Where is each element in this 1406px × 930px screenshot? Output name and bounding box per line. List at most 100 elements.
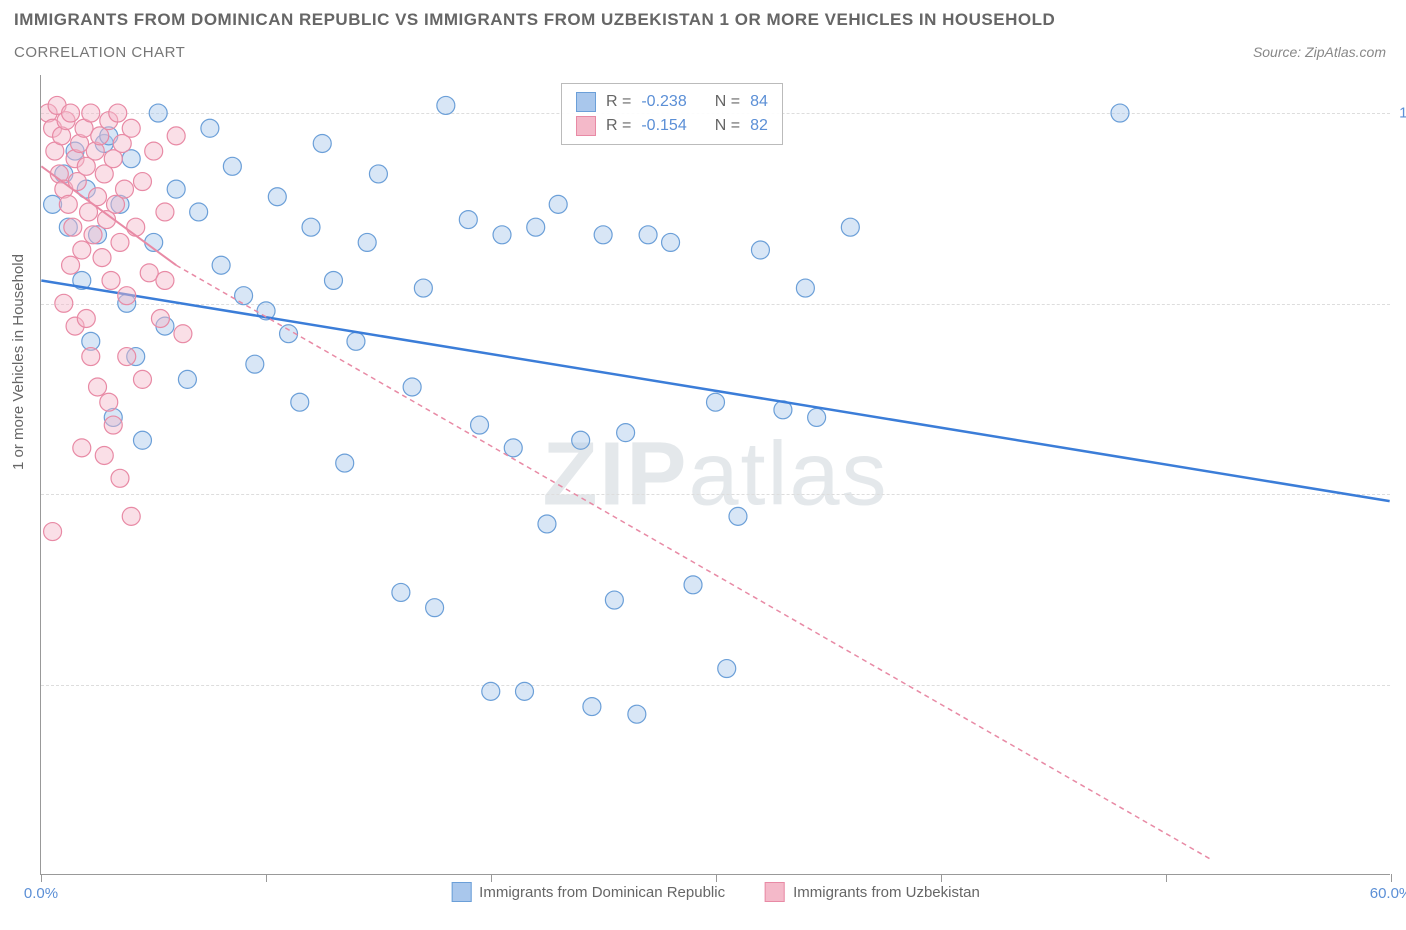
- data-point-uzbekistan: [55, 294, 73, 312]
- data-point-dominican: [549, 195, 567, 213]
- data-point-uzbekistan: [93, 249, 111, 267]
- data-point-uzbekistan: [156, 203, 174, 221]
- data-point-dominican: [684, 576, 702, 594]
- y-tick-label: 100.0%: [1399, 105, 1406, 122]
- x-tick: [1391, 874, 1392, 882]
- data-point-dominican: [190, 203, 208, 221]
- chart-area: ZIPatlas R = -0.238 N = 84 R = -0.154 N …: [40, 75, 1390, 875]
- x-tick-label: 60.0%: [1370, 885, 1406, 902]
- data-point-dominican: [504, 439, 522, 457]
- bottom-legend: Immigrants from Dominican Republic Immig…: [451, 882, 980, 902]
- data-point-dominican: [167, 180, 185, 198]
- r-value-dominican: -0.238: [641, 93, 686, 111]
- data-point-dominican: [662, 233, 680, 251]
- data-point-dominican: [133, 431, 151, 449]
- y-axis-label: 1 or more Vehicles in Household: [10, 254, 27, 470]
- data-point-dominican: [268, 188, 286, 206]
- x-tick-label: 0.0%: [24, 885, 58, 902]
- data-point-uzbekistan: [64, 218, 82, 236]
- source-label: Source: ZipAtlas.com: [1253, 44, 1386, 60]
- data-point-uzbekistan: [118, 348, 136, 366]
- data-point-dominican: [302, 218, 320, 236]
- r-label: R =: [606, 93, 631, 111]
- data-point-dominican: [796, 279, 814, 297]
- data-point-dominican: [1111, 104, 1129, 122]
- data-point-dominican: [516, 682, 534, 700]
- data-point-uzbekistan: [118, 287, 136, 305]
- data-point-uzbekistan: [104, 416, 122, 434]
- data-point-dominican: [347, 332, 365, 350]
- r-label: R =: [606, 117, 631, 135]
- scatter-plot-svg: [41, 75, 1390, 874]
- data-point-uzbekistan: [62, 104, 80, 122]
- data-point-uzbekistan: [62, 256, 80, 274]
- data-point-dominican: [414, 279, 432, 297]
- data-point-dominican: [493, 226, 511, 244]
- data-point-uzbekistan: [82, 348, 100, 366]
- data-point-dominican: [369, 165, 387, 183]
- x-tick: [941, 874, 942, 882]
- data-point-uzbekistan: [77, 310, 95, 328]
- data-point-uzbekistan: [82, 104, 100, 122]
- legend-swatch-uzbekistan: [576, 116, 596, 136]
- data-point-uzbekistan: [111, 469, 129, 487]
- data-point-uzbekistan: [122, 119, 140, 137]
- chart-subtitle: CORRELATION CHART: [14, 44, 185, 61]
- data-point-dominican: [336, 454, 354, 472]
- data-point-uzbekistan: [73, 439, 91, 457]
- data-point-dominican: [617, 424, 635, 442]
- n-value-uzbekistan: 82: [750, 117, 768, 135]
- data-point-dominican: [358, 233, 376, 251]
- data-point-dominican: [324, 271, 342, 289]
- data-point-dominican: [459, 211, 477, 229]
- data-point-dominican: [246, 355, 264, 373]
- data-point-dominican: [628, 705, 646, 723]
- data-point-uzbekistan: [95, 446, 113, 464]
- data-point-dominican: [538, 515, 556, 533]
- data-point-dominican: [223, 157, 241, 175]
- n-label: N =: [715, 117, 740, 135]
- data-point-uzbekistan: [59, 195, 77, 213]
- data-point-uzbekistan: [116, 180, 134, 198]
- trend-line-uzbekistan: [176, 265, 1210, 859]
- data-point-uzbekistan: [151, 310, 169, 328]
- data-point-dominican: [718, 660, 736, 678]
- data-point-uzbekistan: [89, 378, 107, 396]
- x-tick: [266, 874, 267, 882]
- data-point-uzbekistan: [156, 271, 174, 289]
- data-point-dominican: [639, 226, 657, 244]
- data-point-dominican: [482, 682, 500, 700]
- legend-row-uzbekistan: R = -0.154 N = 82: [576, 114, 768, 138]
- data-point-uzbekistan: [84, 226, 102, 244]
- legend-swatch-icon: [451, 882, 471, 902]
- data-point-uzbekistan: [127, 218, 145, 236]
- data-point-dominican: [178, 370, 196, 388]
- data-point-dominican: [751, 241, 769, 259]
- data-point-uzbekistan: [100, 393, 118, 411]
- legend-row-dominican: R = -0.238 N = 84: [576, 90, 768, 114]
- data-point-uzbekistan: [109, 104, 127, 122]
- bottom-legend-dominican: Immigrants from Dominican Republic: [451, 882, 725, 902]
- data-point-dominican: [212, 256, 230, 274]
- data-point-uzbekistan: [167, 127, 185, 145]
- data-point-uzbekistan: [174, 325, 192, 343]
- data-point-dominican: [841, 218, 859, 236]
- data-point-uzbekistan: [145, 142, 163, 160]
- x-tick: [716, 874, 717, 882]
- x-tick: [1166, 874, 1167, 882]
- data-point-dominican: [313, 134, 331, 152]
- x-tick: [491, 874, 492, 882]
- x-tick: [41, 874, 42, 882]
- chart-title: IMMIGRANTS FROM DOMINICAN REPUBLIC VS IM…: [14, 10, 1055, 30]
- data-point-uzbekistan: [102, 271, 120, 289]
- data-point-dominican: [572, 431, 590, 449]
- data-point-uzbekistan: [133, 173, 151, 191]
- data-point-dominican: [403, 378, 421, 396]
- data-point-dominican: [707, 393, 725, 411]
- data-point-uzbekistan: [73, 241, 91, 259]
- n-label: N =: [715, 93, 740, 111]
- bottom-legend-label: Immigrants from Dominican Republic: [479, 884, 725, 901]
- data-point-dominican: [149, 104, 167, 122]
- data-point-dominican: [594, 226, 612, 244]
- data-point-dominican: [605, 591, 623, 609]
